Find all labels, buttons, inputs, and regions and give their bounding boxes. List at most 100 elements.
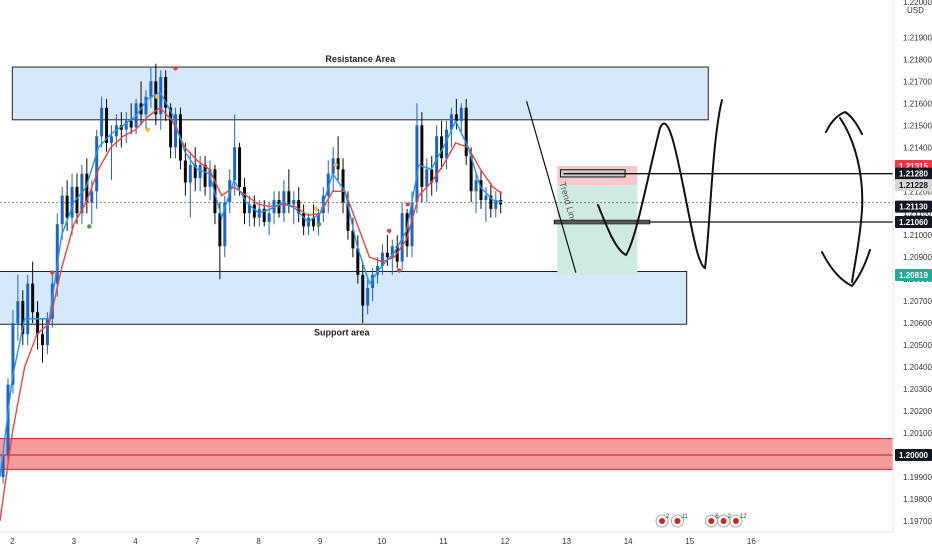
- y-tick-label: 1.20500: [903, 341, 932, 350]
- candle-body: [124, 120, 128, 130]
- y-tick-label: 1.21000: [903, 231, 932, 240]
- signal-dot: [145, 127, 151, 132]
- trend-line: [525, 100, 577, 273]
- candle-body: [489, 195, 493, 209]
- candle-body: [105, 107, 109, 143]
- price-badge-label: 1.21228: [899, 181, 928, 190]
- candle-body: [26, 283, 30, 335]
- y-tick-label: 1.21700: [903, 77, 932, 86]
- x-tick-label: 16: [747, 537, 756, 546]
- candle-body: [440, 136, 444, 159]
- candle-body: [55, 224, 59, 284]
- price-badge-label: 1.20000: [899, 451, 928, 460]
- candle-body: [430, 169, 434, 183]
- signal-dot: [173, 65, 178, 71]
- x-tick-label: 14: [624, 537, 633, 546]
- candle-body: [16, 301, 20, 324]
- x-tick-label: 10: [377, 537, 386, 546]
- candle-body: [459, 107, 463, 121]
- y-tick-label: 1.20700: [903, 297, 932, 306]
- candle-body: [11, 323, 15, 385]
- candle-body: [311, 217, 315, 227]
- candle-body: [316, 213, 320, 227]
- candle-body: [297, 200, 301, 214]
- ema-fast-line: [0, 91, 503, 478]
- event-icon-dot: [720, 518, 727, 524]
- candle-body: [164, 76, 168, 108]
- candle-body: [75, 186, 79, 214]
- candle-body: [415, 125, 419, 203]
- y-tick-label: 1.20900: [903, 253, 932, 262]
- price-badge: [895, 449, 932, 462]
- price-badge: [895, 167, 932, 180]
- candle-body: [129, 120, 133, 128]
- candle-body: [40, 334, 44, 346]
- x-tick-label: 15: [685, 537, 694, 546]
- candle-body: [60, 195, 64, 225]
- candle-body: [390, 246, 394, 258]
- candle-body: [494, 200, 498, 209]
- currency-label: USD: [907, 6, 924, 15]
- signal-dot: [316, 222, 322, 227]
- zone-rect-0: [11, 66, 709, 121]
- event-icon-count: 2: [666, 514, 670, 520]
- event-icon-count: 2: [728, 514, 732, 520]
- candle-body: [218, 213, 222, 247]
- candle-body: [336, 158, 340, 170]
- signal-dot: [50, 270, 55, 275]
- candle-body: [302, 213, 306, 227]
- candle-body: [474, 180, 478, 192]
- candle-body: [95, 136, 99, 192]
- y-tick-label: 1.21800: [903, 55, 932, 64]
- candle-body: [169, 107, 173, 148]
- price-badge-label: 1.21130: [899, 203, 928, 212]
- price-badge-label: 1.21060: [899, 218, 928, 227]
- zone-label-0: Resistance Area: [325, 54, 396, 64]
- candle-body: [361, 274, 365, 306]
- candle-body: [464, 107, 468, 157]
- y-tick-label: 1.21200: [903, 187, 932, 196]
- candle-body: [262, 208, 266, 223]
- candle-body: [45, 318, 49, 346]
- x-tick-label: 4: [133, 537, 138, 546]
- candle-body: [292, 200, 296, 205]
- candle-body: [380, 252, 384, 266]
- candle-body: [183, 160, 187, 183]
- y-tick-label: 1.21900: [903, 33, 932, 42]
- signal-dot: [87, 224, 92, 229]
- price-badge-label: 1.21315: [899, 162, 928, 171]
- candle-body: [341, 169, 345, 203]
- candle-body: [469, 156, 473, 192]
- hlines-layer: [553, 169, 893, 225]
- x-tick-label: 13: [562, 537, 571, 546]
- candle-body: [277, 200, 281, 214]
- candle-body: [454, 114, 458, 121]
- price-badge: [895, 200, 932, 213]
- y-tick-label: 1.21500: [903, 121, 932, 130]
- candle-body: [21, 301, 25, 335]
- candle-body: [203, 164, 207, 187]
- candle-body: [238, 147, 242, 187]
- x-tick-label: 8: [256, 537, 261, 546]
- event-icon-count: 12: [740, 514, 747, 520]
- signal-dot: [405, 202, 410, 207]
- x-tick-label: 12: [501, 537, 510, 546]
- x-tick-label: 11: [439, 537, 448, 546]
- target-zone: [557, 185, 638, 276]
- ema-slow-line: [0, 106, 503, 522]
- zone-label-1: Support area: [314, 327, 371, 337]
- candle-body: [1, 455, 5, 478]
- hand-drawn-projection: [597, 99, 723, 270]
- candle-body: [70, 186, 74, 218]
- hand-drawn-arrow-shaft: [839, 117, 864, 283]
- candle-body: [356, 248, 360, 275]
- y-tick-label: 1.20300: [903, 385, 932, 394]
- signal-dots-layer: [50, 65, 410, 275]
- candle-body: [445, 129, 448, 159]
- event-icon-dot: [674, 518, 681, 524]
- candle-body: [85, 173, 89, 203]
- y-tick-label: 1.19900: [903, 473, 932, 482]
